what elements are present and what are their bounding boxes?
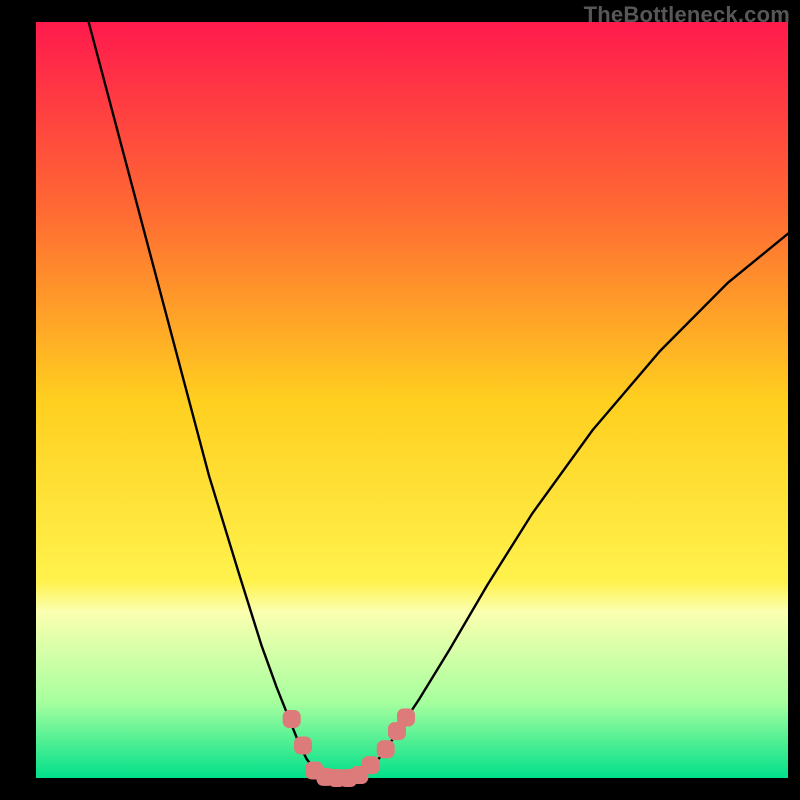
data-marker xyxy=(283,711,300,728)
curve-left xyxy=(89,22,337,778)
data-marker xyxy=(294,737,311,754)
bottleneck-curve xyxy=(0,0,800,800)
curve-right xyxy=(352,234,788,778)
data-marker xyxy=(362,757,379,774)
data-marker xyxy=(397,709,414,726)
data-marker xyxy=(377,741,394,758)
chart-frame: TheBottleneck.com xyxy=(0,0,800,800)
